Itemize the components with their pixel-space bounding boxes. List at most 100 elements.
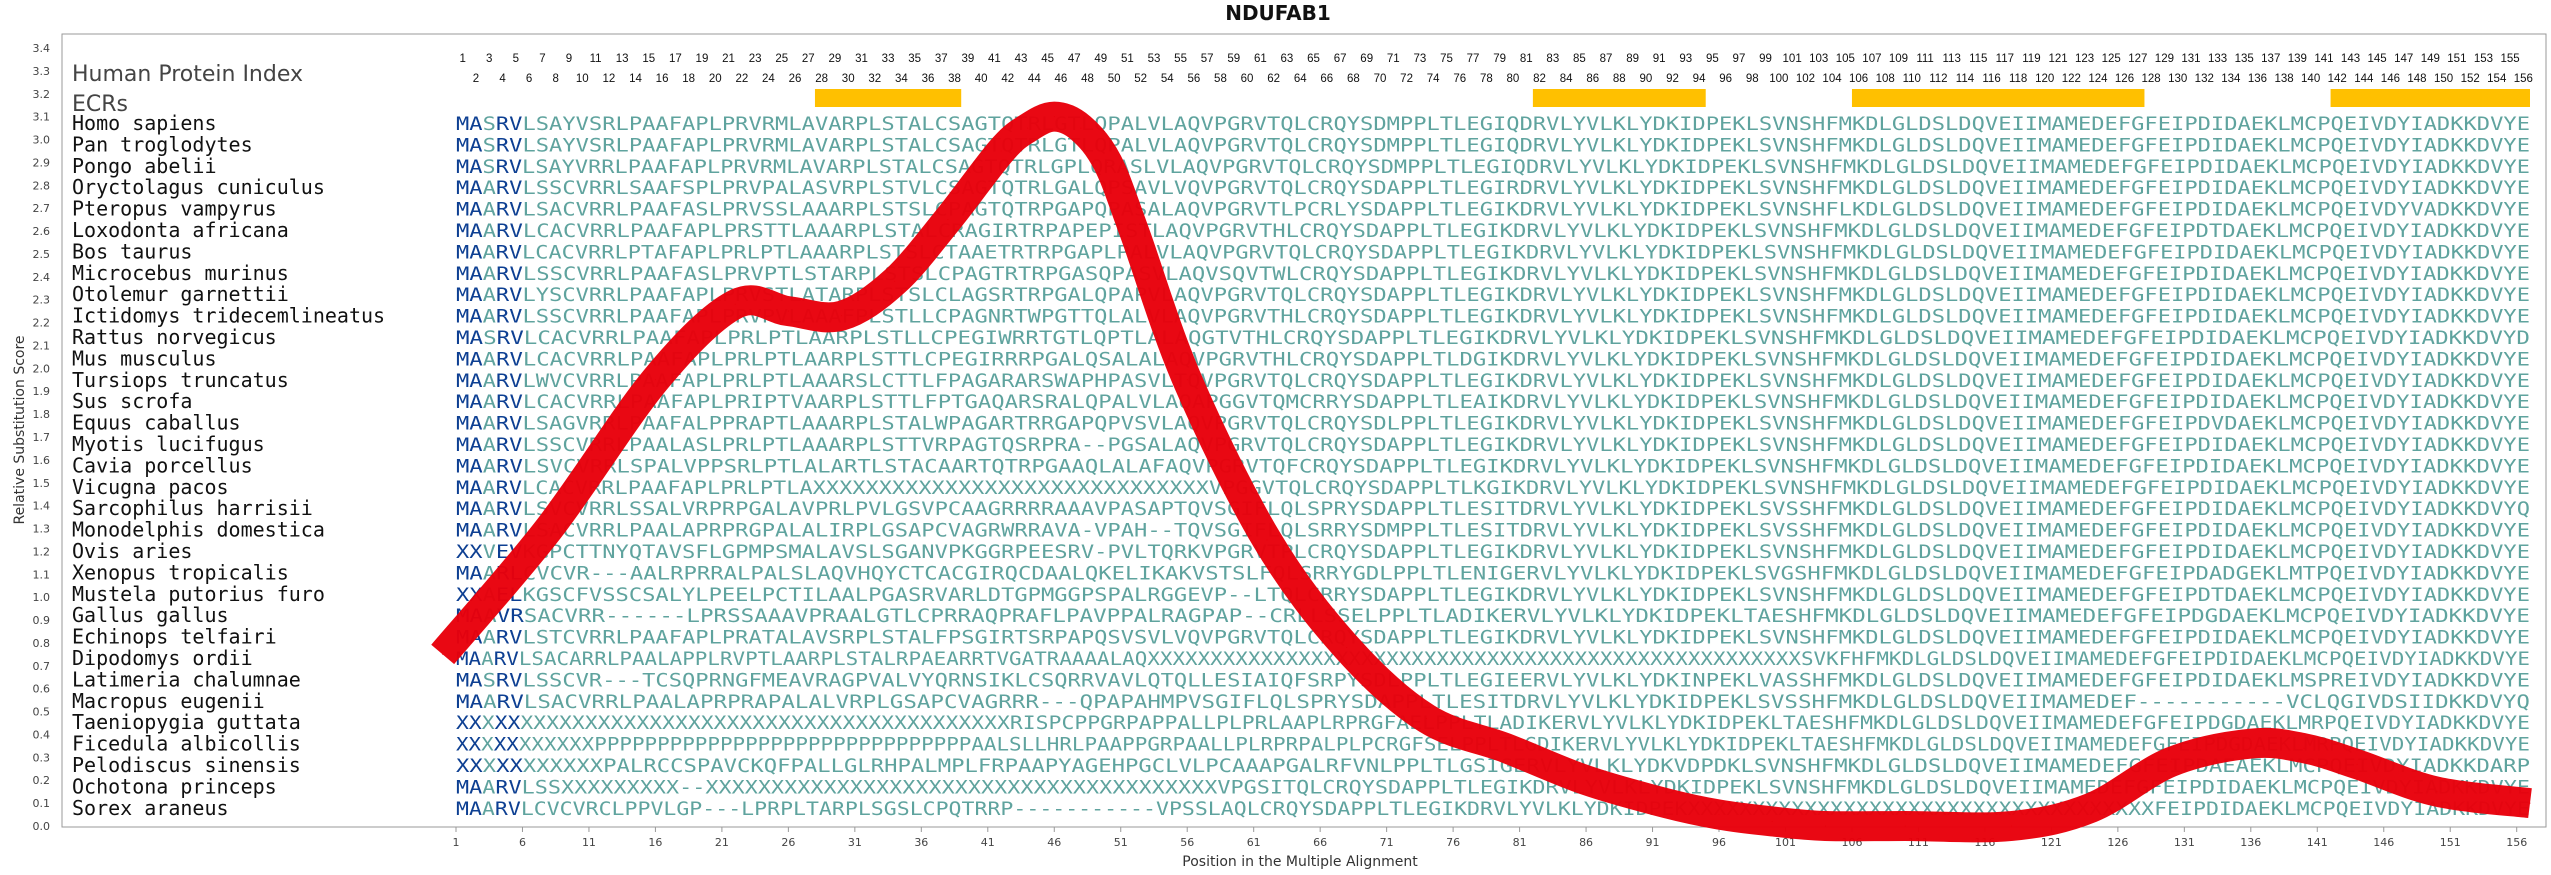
sequence-row: MASRVLSAYVRRLPAAFAPLPRVRMLAVARPLSTALCSAG… bbox=[456, 156, 2530, 178]
position-number: 83 bbox=[1546, 53, 1559, 65]
position-number: 46 bbox=[1055, 73, 1068, 85]
position-number: 128 bbox=[2142, 73, 2161, 85]
y-tick-label: 1.8 bbox=[33, 408, 51, 421]
y-tick-label: 1.3 bbox=[33, 523, 51, 536]
ecr-bars bbox=[814, 89, 2530, 107]
score-point bbox=[1133, 230, 1135, 232]
x-tick-label: 1 bbox=[453, 836, 460, 849]
y-tick-label: 2.5 bbox=[33, 248, 51, 261]
score-point bbox=[1186, 379, 1188, 381]
score-point bbox=[2436, 791, 2438, 793]
position-number: 63 bbox=[1281, 53, 1294, 65]
x-tick-label: 131 bbox=[2174, 836, 2195, 849]
y-tick-label: 0.8 bbox=[33, 637, 51, 650]
score-point bbox=[2011, 825, 2012, 827]
position-number: 54 bbox=[1161, 73, 1174, 85]
y-tick-label: 3.2 bbox=[33, 88, 51, 101]
y-tick-label: 0.7 bbox=[33, 660, 51, 673]
ecr-bar bbox=[1532, 89, 1706, 107]
human-protein-index-label: Human Protein Index bbox=[72, 62, 303, 87]
score-point bbox=[1426, 717, 1428, 719]
position-number: 36 bbox=[922, 73, 935, 85]
position-number: 156 bbox=[2514, 73, 2533, 85]
sequence-row: MASRVLSAYVSRLPAAFAPLPRVRMLAVARPLSTALCSAG… bbox=[456, 113, 2530, 135]
position-number: 129 bbox=[2155, 53, 2174, 65]
position-number: 155 bbox=[2500, 53, 2519, 65]
position-number: 61 bbox=[1254, 53, 1267, 65]
score-point bbox=[1266, 539, 1268, 541]
position-number: 5 bbox=[513, 53, 519, 65]
position-number: 113 bbox=[1943, 53, 1961, 65]
position-number: 41 bbox=[988, 53, 1001, 65]
position-number: 122 bbox=[2062, 73, 2081, 85]
position-number: 126 bbox=[2115, 73, 2134, 85]
y-tick-label: 0.0 bbox=[33, 820, 51, 833]
position-number: 57 bbox=[1201, 53, 1214, 65]
sequence-row: MAARVLCACVRRLPTAFAPLPRLPTLAAARPLSTSLCTAA… bbox=[456, 241, 2530, 263]
position-number: 31 bbox=[855, 53, 868, 65]
sequence-row: MAARVLSTCVRRLPAAFAPLPRATALAVSRPLSTALFPSG… bbox=[456, 627, 2530, 649]
position-number: 147 bbox=[2394, 53, 2413, 65]
position-number: 99 bbox=[1759, 53, 1772, 65]
position-number: 59 bbox=[1227, 53, 1240, 65]
position-number: 69 bbox=[1360, 53, 1373, 65]
ecr-bar bbox=[1851, 89, 2145, 107]
sequence-row: MAARVLSSCVRRLSAAFSPLPRVPALASVRPLSTVLCSAG… bbox=[456, 177, 2530, 199]
species-label: Latimeria chalumnae bbox=[72, 667, 301, 691]
x-tick-label: 66 bbox=[1313, 836, 1327, 849]
score-point bbox=[1346, 647, 1348, 649]
position-number: 79 bbox=[1493, 53, 1506, 65]
position-number: 127 bbox=[2128, 53, 2147, 65]
position-number: 134 bbox=[2221, 73, 2241, 85]
x-tick-label: 41 bbox=[981, 836, 995, 849]
position-number: 142 bbox=[2328, 73, 2347, 85]
y-tick-label: 0.4 bbox=[33, 728, 51, 741]
y-tick-label: 2.2 bbox=[33, 317, 51, 330]
chart-title: NDUFAB1 bbox=[1225, 1, 1331, 25]
y-tick-label: 0.9 bbox=[33, 614, 51, 627]
y-tick-label: 1.4 bbox=[33, 500, 51, 513]
species-label: Pelodiscus sinensis bbox=[72, 753, 301, 777]
position-number: 51 bbox=[1121, 53, 1134, 65]
position-number: 89 bbox=[1626, 53, 1639, 65]
position-number: 70 bbox=[1374, 73, 1387, 85]
position-number: 133 bbox=[2208, 53, 2227, 65]
score-point bbox=[1824, 825, 1826, 827]
position-number: 22 bbox=[735, 73, 748, 85]
sequence-row: MASRVLSSCVR---TCSQPRNGFMEAVRAGPVALVYQRNS… bbox=[456, 669, 2530, 691]
position-number: 91 bbox=[1653, 53, 1666, 65]
position-number: 104 bbox=[1822, 73, 1842, 85]
position-number: 98 bbox=[1746, 73, 1759, 85]
position-number: 123 bbox=[2075, 53, 2094, 65]
position-number: 87 bbox=[1600, 53, 1613, 65]
score-point bbox=[1106, 161, 1108, 163]
score-point bbox=[841, 315, 843, 317]
position-number: 3 bbox=[486, 53, 492, 65]
position-number: 2 bbox=[473, 73, 479, 85]
position-number: 10 bbox=[576, 73, 589, 85]
position-number: 39 bbox=[961, 53, 974, 65]
score-point bbox=[2090, 807, 2092, 809]
position-number: 27 bbox=[802, 53, 815, 65]
ecrs-label: ECRs bbox=[72, 92, 128, 117]
position-number: 11 bbox=[590, 53, 602, 65]
y-tick-label: 1.2 bbox=[33, 545, 51, 558]
position-number: 118 bbox=[2009, 73, 2027, 85]
x-tick-label: 11 bbox=[582, 836, 596, 849]
sequence-row: MASRVLSAYVSRLPAAFAPLPRVRMLAVARPLSTALCSAG… bbox=[456, 134, 2530, 156]
score-point bbox=[2303, 747, 2305, 749]
species-label: Pongo abelii bbox=[72, 154, 217, 178]
position-number: 19 bbox=[696, 53, 709, 65]
y-tick-label: 2.6 bbox=[33, 225, 51, 238]
score-point bbox=[894, 280, 896, 282]
species-label: Pteropus vampyrus bbox=[72, 197, 277, 221]
position-number: 47 bbox=[1068, 53, 1081, 65]
position-number: 112 bbox=[1929, 73, 1947, 85]
species-label: Microcebus murinus bbox=[72, 261, 289, 285]
score-point bbox=[1000, 150, 1002, 152]
score-point bbox=[1771, 820, 1773, 822]
